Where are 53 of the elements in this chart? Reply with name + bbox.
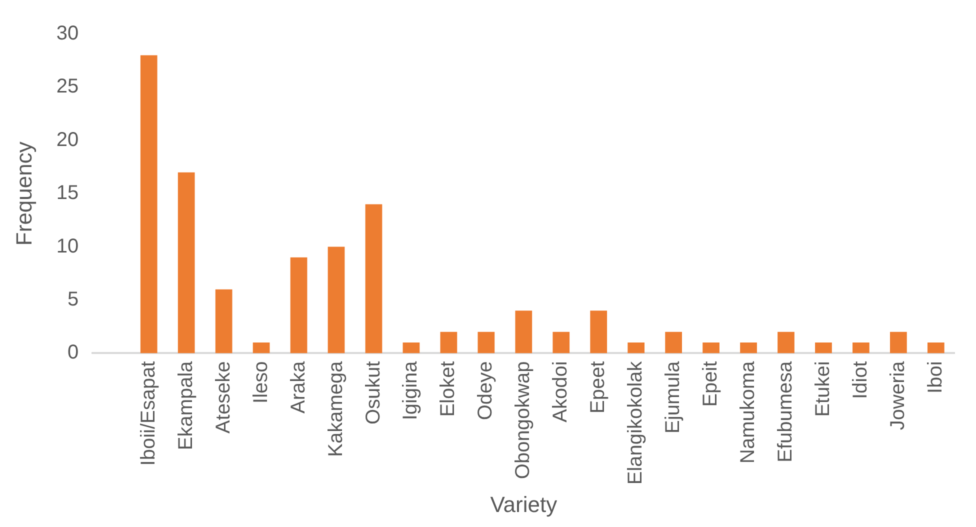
bar	[590, 310, 608, 354]
bar	[328, 246, 345, 354]
x-tick-label: Eloket	[437, 360, 460, 417]
bar	[778, 332, 794, 354]
bar	[815, 342, 832, 354]
bar	[515, 310, 532, 354]
x-tick-label: Kakamega	[324, 360, 347, 457]
bar	[702, 342, 720, 354]
x-tick-label: Obongokwap	[512, 361, 534, 480]
bar	[402, 342, 420, 354]
y-tick-label: 30	[56, 22, 79, 45]
x-tick-label: Iboii/Esapat	[137, 360, 160, 466]
y-tick-label: 15	[56, 182, 79, 204]
x-tick-label: Elangikokolak	[624, 360, 647, 485]
x-tick-label: Ateseke	[212, 361, 234, 434]
x-tick-label: Ekampala	[174, 360, 197, 450]
x-tick-label: Igigina	[400, 360, 422, 420]
x-tick-label: Ejumula	[662, 360, 684, 434]
x-tick-label: Efubumesa	[774, 360, 797, 462]
y-tick-label: 25	[56, 76, 79, 98]
bar	[440, 332, 458, 354]
y-axis-title: Frequency	[11, 142, 36, 246]
bar	[740, 342, 757, 354]
bar	[140, 55, 158, 354]
bar	[927, 342, 944, 354]
bar	[365, 204, 382, 354]
x-tick-label: Araka	[287, 360, 310, 414]
x-tick-label: Namukoma	[737, 360, 760, 464]
x-tick-label: Odeye	[474, 361, 497, 420]
x-tick-label: Epeit	[700, 360, 722, 407]
bar	[552, 332, 570, 354]
bar	[852, 342, 870, 354]
x-tick-label: Ileso	[250, 361, 272, 404]
bar	[628, 342, 645, 354]
x-tick-label: Akodoi	[550, 361, 572, 422]
x-tick-label: Etukei	[812, 361, 834, 417]
bar	[252, 342, 270, 354]
x-tick-label: Epeet	[587, 360, 610, 414]
bar	[178, 172, 195, 354]
x-axis-title: Variety	[490, 492, 558, 517]
y-tick-label: 10	[56, 235, 79, 258]
x-tick-label: Joweria	[886, 360, 909, 430]
bar	[290, 257, 308, 354]
bar	[890, 332, 907, 354]
bar	[478, 332, 495, 354]
y-tick-label: 20	[56, 128, 79, 151]
bar	[215, 289, 232, 354]
x-tick-label: Idiot	[849, 360, 872, 400]
x-tick-label: Iboi	[924, 361, 946, 394]
y-tick-label: 5	[68, 288, 79, 311]
y-tick-label: 0	[68, 342, 79, 364]
bar	[665, 332, 682, 354]
x-tick-label: Osukut	[362, 360, 384, 425]
